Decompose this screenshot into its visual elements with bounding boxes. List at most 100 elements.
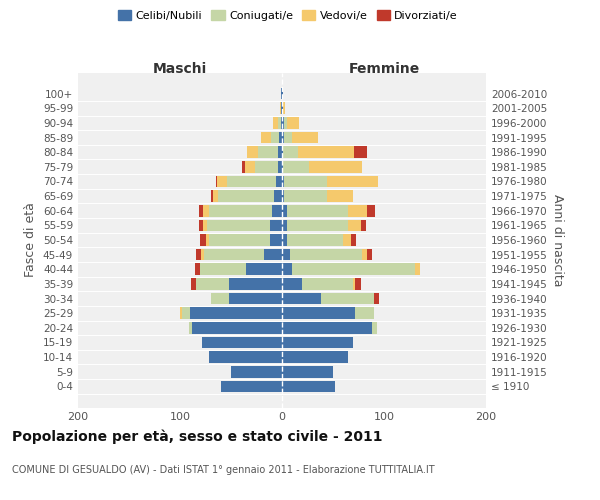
Bar (205, 249, 263, 260)
Bar (282, 380, 335, 392)
Bar (218, 190, 274, 202)
Bar (203, 205, 209, 216)
Bar (282, 308, 355, 319)
Bar (287, 234, 343, 246)
Bar (284, 190, 327, 202)
Y-axis label: Fasce di età: Fasce di età (25, 202, 37, 278)
Bar (263, 249, 282, 260)
Bar (349, 220, 361, 231)
Bar (283, 146, 298, 158)
Bar (191, 278, 196, 290)
Bar (282, 176, 284, 188)
Bar (209, 352, 282, 363)
Bar (282, 278, 302, 290)
Bar (282, 249, 290, 260)
Bar (284, 132, 292, 143)
Bar (279, 132, 282, 143)
Bar (282, 220, 287, 231)
Bar (212, 190, 218, 202)
Bar (229, 278, 282, 290)
Text: Popolazione per età, sesso e stato civile - 2011: Popolazione per età, sesso e stato civil… (12, 430, 383, 444)
Bar (270, 220, 282, 231)
Bar (361, 220, 365, 231)
Bar (270, 234, 282, 246)
Bar (327, 190, 353, 202)
Bar (372, 322, 377, 334)
Bar (287, 205, 349, 216)
Bar (273, 117, 278, 128)
Bar (190, 308, 282, 319)
Bar (353, 278, 355, 290)
Bar (281, 117, 282, 128)
Bar (327, 176, 378, 188)
Bar (282, 292, 321, 304)
Bar (278, 146, 282, 158)
Bar (209, 205, 272, 216)
Bar (282, 352, 349, 363)
Bar (284, 117, 287, 128)
Bar (282, 190, 284, 202)
Bar (231, 366, 282, 378)
Bar (247, 264, 282, 275)
Bar (245, 161, 256, 172)
Bar (287, 220, 349, 231)
Bar (367, 249, 372, 260)
Bar (199, 220, 203, 231)
Bar (282, 264, 292, 275)
Bar (302, 278, 353, 290)
Bar (256, 161, 278, 172)
Bar (209, 234, 270, 246)
Bar (321, 292, 374, 304)
Bar (355, 308, 374, 319)
Bar (367, 205, 375, 216)
Y-axis label: Anni di nascita: Anni di nascita (551, 194, 564, 286)
Bar (196, 249, 202, 260)
Bar (343, 234, 352, 246)
Bar (260, 132, 271, 143)
Bar (247, 146, 257, 158)
Bar (202, 336, 282, 348)
Text: Femmine: Femmine (349, 62, 419, 76)
Bar (280, 102, 281, 114)
Bar (211, 292, 229, 304)
Bar (242, 161, 245, 172)
Bar (292, 264, 415, 275)
Bar (227, 176, 276, 188)
Legend: Celibi/Nubili, Coniugati/e, Vedovi/e, Divorziati/e: Celibi/Nubili, Coniugati/e, Vedovi/e, Di… (113, 6, 463, 25)
Bar (274, 190, 282, 202)
Text: Maschi: Maschi (153, 62, 207, 76)
Bar (216, 176, 217, 188)
Bar (282, 234, 287, 246)
Bar (200, 264, 247, 275)
Bar (282, 88, 283, 100)
Bar (217, 176, 227, 188)
Bar (271, 132, 279, 143)
Bar (349, 205, 367, 216)
Bar (221, 380, 282, 392)
Bar (189, 322, 192, 334)
Bar (276, 176, 282, 188)
Bar (308, 161, 362, 172)
Bar (278, 117, 281, 128)
Bar (200, 234, 206, 246)
Bar (283, 161, 308, 172)
Bar (206, 220, 270, 231)
Bar (282, 322, 372, 334)
Bar (272, 205, 282, 216)
Bar (298, 146, 355, 158)
Bar (415, 264, 420, 275)
Bar (192, 322, 282, 334)
Bar (282, 132, 284, 143)
Bar (282, 146, 283, 158)
Bar (229, 292, 282, 304)
Bar (196, 278, 229, 290)
Bar (281, 102, 282, 114)
Bar (290, 249, 362, 260)
Bar (284, 176, 327, 188)
Bar (282, 102, 283, 114)
Bar (180, 308, 182, 319)
Bar (282, 161, 283, 172)
Bar (282, 366, 333, 378)
Bar (202, 249, 205, 260)
Bar (282, 336, 353, 348)
